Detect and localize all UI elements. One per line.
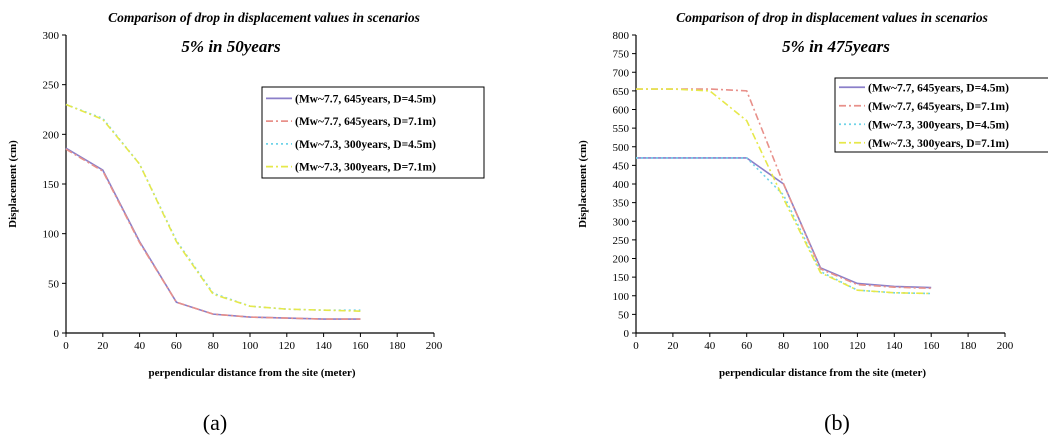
chart-subtitle: 5% in 50years [181, 37, 281, 56]
y-tick-label: 700 [613, 67, 630, 79]
y-tick-label: 650 [613, 86, 630, 98]
y-tick-label: 750 [613, 49, 630, 61]
y-tick-label: 550 [613, 123, 630, 135]
x-tick-label: 140 [315, 340, 332, 352]
x-tick-label: 160 [352, 340, 369, 352]
chart-a: Comparison of drop in displacement value… [7, 10, 485, 435]
y-tick-label: 500 [613, 142, 630, 154]
chart-title: Comparison of drop in displacement value… [108, 10, 420, 25]
x-tick-label: 120 [279, 340, 296, 352]
x-tick-label: 100 [812, 340, 829, 352]
y-tick-label: 250 [613, 235, 630, 247]
legend-entry: (Mw~7.3, 300years, D=7.1m) [295, 162, 436, 174]
x-tick-label: 20 [667, 340, 679, 352]
x-tick-label: 40 [134, 340, 146, 352]
y-tick-label: 300 [43, 30, 60, 42]
series-line-1 [636, 157, 932, 289]
y-tick-label: 50 [618, 309, 630, 321]
y-tick-label: 450 [613, 160, 630, 172]
legend-entry: (Mw~7.3, 300years, D=4.5m) [868, 119, 1009, 131]
x-tick-label: 100 [242, 340, 259, 352]
x-axis-label: perpendicular distance from the site (me… [719, 367, 926, 379]
x-tick-label: 120 [849, 340, 866, 352]
legend-entry: (Mw~7.3, 300years, D=4.5m) [295, 139, 436, 151]
x-tick-label: 60 [171, 340, 183, 352]
y-tick-label: 600 [613, 105, 630, 117]
y-tick-label: 0 [54, 328, 60, 340]
chart-b: Comparison of drop in displacement value… [577, 10, 1048, 435]
x-tick-label: 180 [960, 340, 977, 352]
y-tick-label: 0 [624, 328, 630, 340]
series-line-4 [65, 103, 361, 312]
y-tick-label: 50 [48, 278, 60, 290]
legend-entry: (Mw~7.3, 300years, D=7.1m) [868, 138, 1009, 150]
x-tick-label: 80 [208, 340, 220, 352]
x-tick-label: 200 [426, 340, 443, 352]
series-line-2 [65, 148, 361, 320]
y-tick-label: 150 [613, 272, 630, 284]
legend-entry: (Mw~7.7, 645years, D=4.5m) [868, 82, 1009, 94]
y-tick-label: 300 [613, 216, 630, 228]
x-tick-label: 160 [923, 340, 940, 352]
x-tick-label: 140 [886, 340, 903, 352]
legend-entry: (Mw~7.7, 645years, D=4.5m) [295, 93, 436, 105]
legend [834, 77, 1048, 153]
x-axis-label: perpendicular distance from the site (me… [148, 367, 355, 379]
y-tick-label: 100 [613, 291, 630, 303]
y-axis-label: Displacement (cm) [7, 140, 19, 228]
y-tick-label: 200 [613, 254, 630, 266]
x-tick-label: 80 [778, 340, 790, 352]
panel-label: (a) [203, 410, 227, 435]
x-tick-label: 40 [704, 340, 716, 352]
legend-entry: (Mw~7.7, 645years, D=7.1m) [295, 116, 436, 128]
chart-subtitle: 5% in 475years [782, 37, 890, 56]
x-tick-label: 0 [633, 340, 639, 352]
y-tick-label: 400 [613, 179, 630, 191]
x-tick-label: 20 [97, 340, 109, 352]
y-tick-label: 100 [43, 229, 60, 241]
series-line-4 [636, 88, 932, 295]
y-tick-label: 200 [43, 129, 60, 141]
chart-title: Comparison of drop in displacement value… [676, 10, 988, 25]
x-tick-label: 180 [389, 340, 406, 352]
y-axis-label: Displacement (cm) [577, 140, 589, 228]
x-tick-label: 60 [741, 340, 753, 352]
panel-label: (b) [824, 410, 850, 435]
y-tick-label: 350 [613, 198, 630, 210]
legend [261, 86, 485, 179]
series-line-3 [636, 157, 932, 295]
x-tick-label: 0 [63, 340, 69, 352]
y-tick-label: 800 [613, 30, 630, 42]
x-tick-label: 200 [997, 340, 1014, 352]
y-tick-label: 250 [43, 80, 60, 92]
y-tick-label: 150 [43, 179, 60, 191]
legend-entry: (Mw~7.7, 645years, D=7.1m) [868, 101, 1009, 113]
